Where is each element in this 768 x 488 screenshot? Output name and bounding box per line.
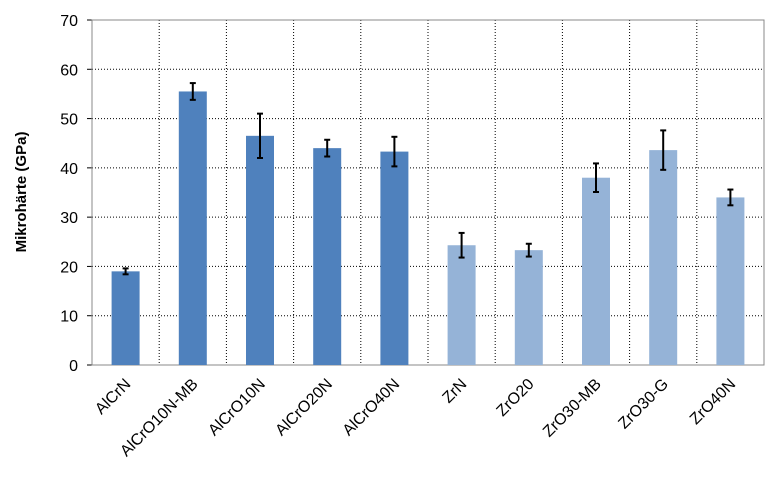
x-tick-label: AlCrN [92,376,134,418]
y-tick-label: 60 [60,62,78,79]
y-tick-label: 40 [60,161,78,178]
x-tick-label: AlCrO40N [340,376,404,440]
x-tick-label: ZrN [440,376,471,407]
bar [582,177,610,365]
x-tick-label: ZrO30-MB [540,376,605,441]
x-tick-label: ZrO30-G [615,376,672,433]
bar [716,197,745,365]
bar [178,91,207,365]
x-tick-label: AlCrO10N [205,376,269,440]
y-tick-label: 70 [60,13,78,30]
bar [514,250,543,365]
bar [380,151,409,365]
y-tick-label: 0 [69,358,78,375]
y-tick-label: 10 [60,309,78,326]
x-tick-label: ZrO20 [494,376,538,420]
x-tick-label: ZrO40N [687,376,739,428]
y-tick-label: 50 [60,112,78,129]
bar [447,245,476,365]
y-tick-label: 30 [60,210,78,227]
plot-border [91,19,765,366]
bar [649,150,678,365]
y-tick-label: 20 [60,259,78,276]
x-tick-label: AlCrO20N [272,376,336,440]
bar [313,148,342,365]
y-axis-label: Mikrohärte (GPa) [13,132,30,253]
bar [111,271,140,365]
bar [246,135,274,365]
